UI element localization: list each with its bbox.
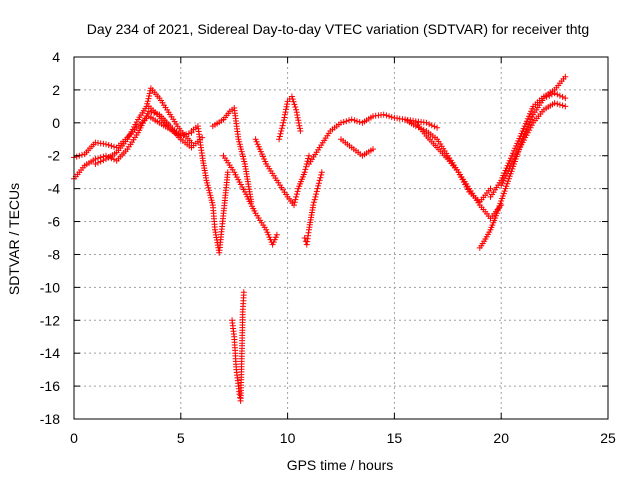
series-arc-o: [412, 119, 505, 222]
series-arc-j: [276, 93, 304, 143]
series-arc-m: [338, 136, 376, 159]
point-markers: [301, 169, 325, 248]
series-arc-i: [252, 136, 312, 209]
point-markers: [71, 113, 195, 161]
point-markers: [145, 103, 206, 151]
x-tick-label: 10: [280, 430, 296, 446]
series-arc-g: [229, 289, 247, 404]
point-markers: [188, 123, 231, 256]
point-markers: [252, 136, 312, 209]
x-tick-label: 5: [177, 430, 185, 446]
point-markers: [92, 85, 195, 167]
series-arc-f: [209, 105, 255, 205]
series-arc-q: [487, 73, 569, 200]
y-tick-label: -4: [48, 181, 61, 197]
series-arc-a: [71, 113, 195, 161]
point-markers: [412, 119, 505, 222]
y-tick-label: 4: [52, 49, 60, 65]
point-markers: [487, 73, 569, 200]
point-markers: [306, 111, 441, 167]
point-markers: [71, 108, 184, 182]
point-markers: [220, 152, 280, 248]
y-tick-label: -14: [40, 345, 60, 361]
series-arc-e: [188, 123, 231, 256]
series-arc-l: [306, 111, 441, 167]
chart-title: Day 234 of 2021, Sidereal Day-to-day VTE…: [87, 21, 589, 37]
point-markers: [498, 100, 569, 189]
series-arc-c: [92, 85, 195, 167]
y-tick-label: -10: [40, 279, 60, 295]
series-arc-k: [301, 169, 325, 248]
y-tick-label: -12: [40, 312, 60, 328]
y-tick-label: -18: [40, 411, 60, 427]
series-arc-p: [476, 90, 569, 251]
point-markers: [209, 105, 255, 205]
y-tick-label: -2: [48, 148, 61, 164]
x-tick-label: 25: [600, 430, 616, 446]
y-tick-label: -6: [48, 214, 61, 230]
series-arc-b: [71, 108, 184, 182]
point-markers: [338, 136, 376, 159]
y-tick-label: -16: [40, 378, 60, 394]
point-markers: [229, 289, 247, 404]
x-tick-label: 15: [387, 430, 403, 446]
point-markers: [276, 93, 304, 143]
y-axis-label: SDTVAR / TECUs: [6, 183, 22, 295]
y-tick-label: 0: [52, 115, 60, 131]
series-arc-d: [145, 103, 206, 151]
grid-lines: [74, 57, 608, 419]
series-arc-h: [220, 152, 280, 248]
x-tick-label: 0: [70, 430, 78, 446]
y-tick-label: -8: [48, 246, 61, 262]
series-arc-r: [498, 100, 569, 189]
point-markers: [476, 90, 569, 251]
x-tick-label: 20: [493, 430, 509, 446]
plot-frame: [73, 56, 609, 420]
y-tick-label: 2: [52, 82, 60, 98]
x-axis-label: GPS time / hours: [287, 457, 394, 473]
